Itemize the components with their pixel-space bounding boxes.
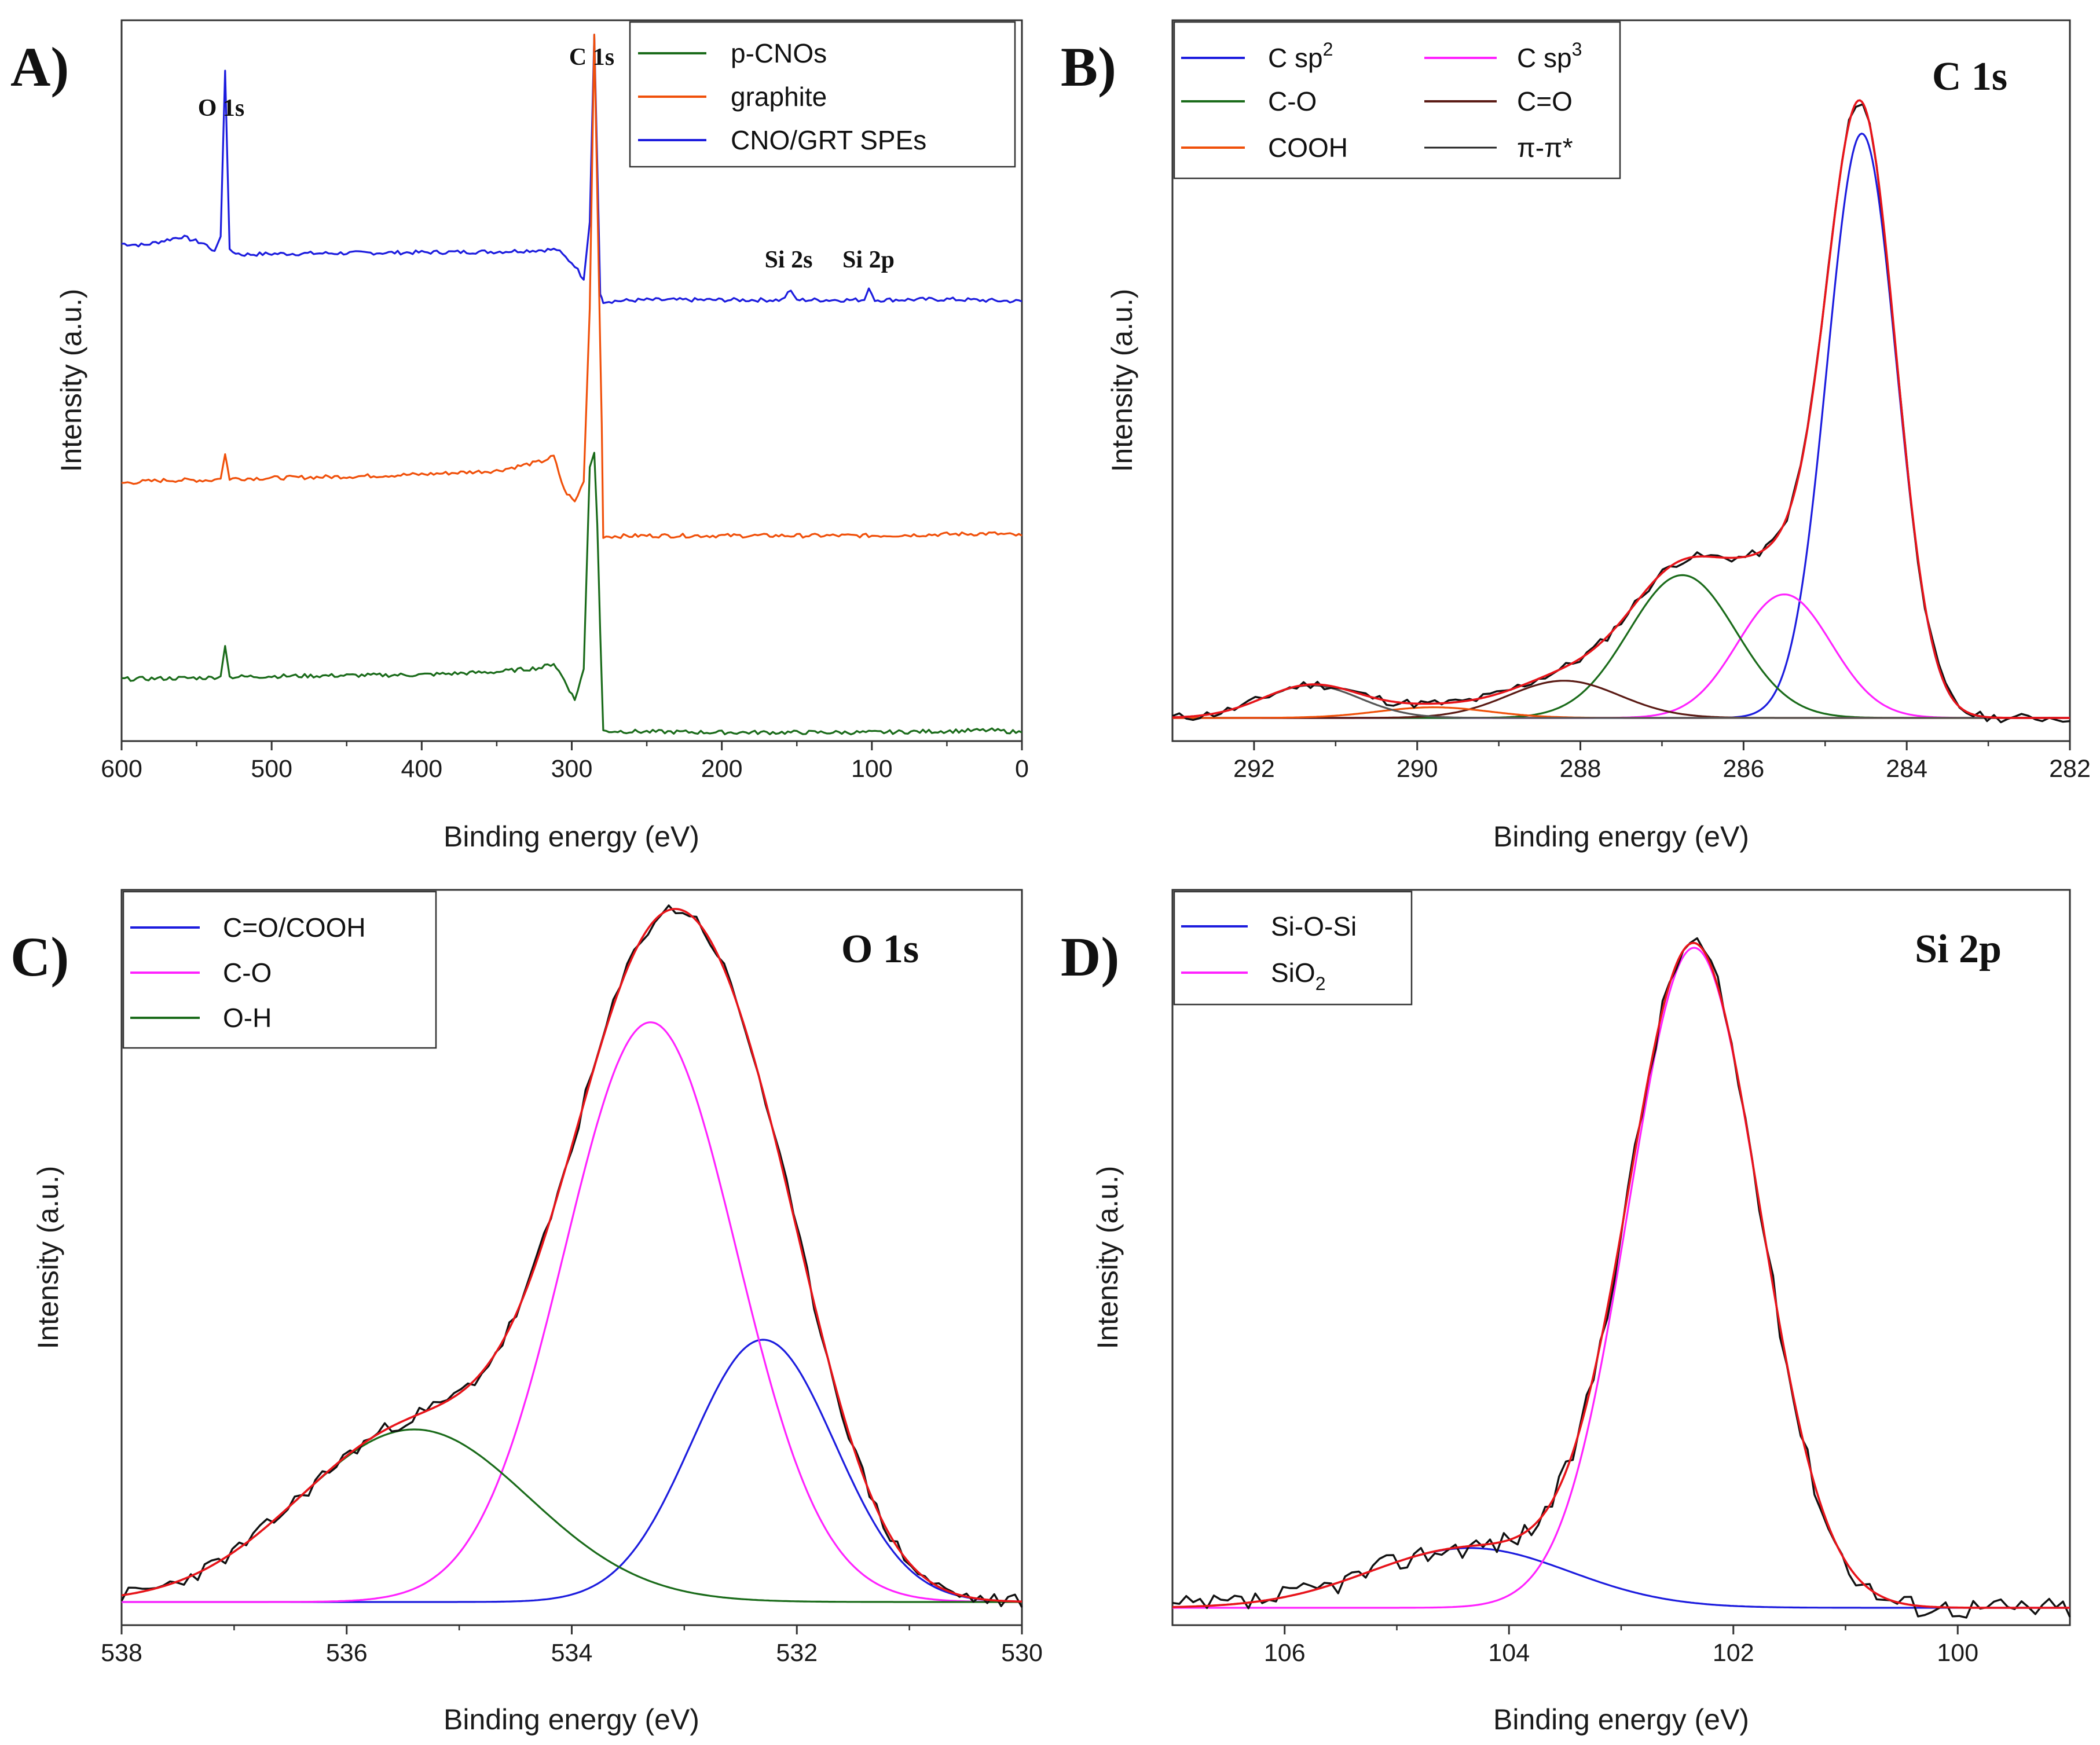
legend-label-cno-grt-spes: CNO/GRT SPEs (731, 125, 926, 155)
legend-c: C=O/COOH C-O O-H (122, 890, 437, 1049)
y-axis-label-d: Intensity (a.u.) (1091, 1166, 1124, 1350)
x-tick-label-a-6: 0 (1015, 755, 1029, 783)
component-si-o-si (1172, 1547, 2070, 1609)
series-group-a (121, 34, 1022, 735)
fit-envelope-b (1172, 99, 2070, 719)
x-tick-label-d-0: 106 (1264, 1639, 1306, 1667)
panel-label-b: B) (1061, 36, 1116, 98)
legend-label-si-o-si: Si-O-Si (1271, 911, 1357, 941)
x-tick-label-a-4: 200 (701, 755, 743, 783)
series-line-p-cnos (122, 452, 1022, 735)
legend-box-d (1173, 890, 1413, 1006)
x-axis-label-d: Binding energy (eV) (1493, 1703, 1749, 1736)
panel-a: A) 600 500 400 300 200 100 0 O 1s C 1s Si 2s S… (10, 19, 1029, 853)
legend-text-c-sp2: C sp (1268, 43, 1323, 73)
x-tick-label-b-2: 288 (1560, 755, 1601, 783)
component-c-o-cooh (122, 1339, 1022, 1603)
legend-label-sio2: SiO2 (1271, 958, 1325, 994)
x-axis-label-c: Binding energy (eV) (444, 1703, 699, 1736)
legend-label-c-eq-o: C=O (1517, 86, 1573, 116)
legend-box-a (629, 21, 1016, 168)
series-line-cno-grt-spes (121, 34, 1022, 305)
component-- (1172, 684, 2070, 719)
x-tick-label-c-0: 538 (101, 1639, 142, 1667)
panel-c: C) 538 536 534 532 530 O 1s C=O/COOH C-O O-H… (10, 889, 1043, 1736)
raw-data-line-d (1172, 937, 2071, 1619)
component-c-sp2 (1172, 132, 2070, 719)
legend-label-cooh: COOH (1268, 133, 1348, 163)
raw-data-line-b (1172, 103, 2070, 724)
x-axis-label-b: Binding energy (eV) (1493, 820, 1749, 853)
panel-heading-o1s: O 1s (841, 927, 919, 972)
legend-label-c-o-b: C-O (1268, 86, 1317, 116)
component-sio2 (1172, 947, 2070, 1609)
series-line-graphite (121, 34, 1022, 539)
x-tick-label-a-1: 500 (251, 755, 292, 783)
legend-label-pcnos: p-CNOs (731, 38, 827, 68)
legend-label-pi-pi: π-π* (1517, 133, 1573, 163)
x-tick-label-a-2: 400 (401, 755, 442, 783)
legend-label-c-eq-o-cooh: C=O/COOH (223, 912, 366, 943)
series-group-c (120, 904, 1023, 1608)
y-axis-label-b: Intensity (a.u.) (1106, 289, 1138, 472)
legend-label-c-o-c: C-O (223, 958, 272, 988)
legend-box-c (122, 890, 437, 1049)
panel-label-d: D) (1061, 926, 1119, 988)
panel-heading-c1s: C 1s (1932, 54, 2007, 99)
legend-label-c-sp2: C sp2 (1268, 39, 1333, 73)
panel-b: B) 292 290 288 286 284 282 C 1s C sp2 C-O COO… (1061, 19, 2091, 853)
legend-text-sio2: SiO (1271, 958, 1315, 988)
plot-frame-b (1171, 19, 2071, 742)
x-tick-label-c-1: 536 (326, 1639, 368, 1667)
legend-box-b (1173, 21, 1621, 179)
legend-b: C sp2 C-O COOH C sp3 C=O π-π* (1173, 21, 1621, 179)
x-ticks-c: 538 536 534 532 530 (101, 1625, 1043, 1667)
y-axis-label-c: Intensity (a.u.) (32, 1166, 64, 1350)
legend-label-o-h: O-H (223, 1003, 272, 1033)
series-group-d (1172, 937, 2071, 1619)
annotation-si2p: Si 2p (842, 247, 895, 273)
x-tick-label-c-3: 532 (776, 1639, 818, 1667)
panel-d: D) 106 104 102 100 Si 2p Si-O-Si SiO2 Bindi… (1061, 889, 2071, 1736)
annotation-si2s: Si 2s (765, 247, 813, 273)
x-tick-label-a-0: 600 (101, 755, 142, 783)
x-tick-label-c-4: 530 (1001, 1639, 1043, 1667)
y-axis-label-a: Intensity (a.u.) (55, 289, 87, 472)
x-tick-label-d-1: 104 (1488, 1639, 1530, 1667)
legend-d: Si-O-Si SiO2 (1173, 890, 1413, 1006)
legend-sup-c-sp3: 3 (1572, 39, 1582, 60)
annotation-o1s: O 1s (198, 95, 245, 122)
x-tick-label-b-0: 292 (1233, 755, 1275, 783)
x-ticks-b: 292 290 288 286 284 282 (1233, 741, 2091, 783)
legend-label-graphite: graphite (731, 82, 827, 112)
x-tick-label-c-2: 534 (551, 1639, 593, 1667)
x-tick-label-a-5: 100 (851, 755, 893, 783)
x-ticks-a: 600 500 400 300 200 100 0 (101, 741, 1029, 783)
x-tick-label-a-3: 300 (551, 755, 593, 783)
fit-envelope-d (1172, 941, 2070, 1609)
x-ticks-d: 106 104 102 100 (1264, 1625, 1978, 1667)
x-tick-label-d-2: 102 (1713, 1639, 1754, 1667)
legend-sub-sio2: 2 (1315, 973, 1326, 994)
legend-a: p-CNOs graphite CNO/GRT SPEs (629, 21, 1016, 168)
x-axis-label-a: Binding energy (eV) (444, 820, 699, 853)
legend-sup-c-sp2: 2 (1323, 39, 1333, 60)
panel-label-a: A) (10, 36, 69, 98)
x-tick-label-b-3: 286 (1722, 755, 1764, 783)
x-tick-label-d-3: 100 (1937, 1639, 1978, 1667)
legend-label-c-sp3: C sp3 (1517, 39, 1582, 73)
legend-text-c-sp3: C sp (1517, 43, 1572, 73)
x-tick-label-b-1: 290 (1397, 755, 1438, 783)
x-tick-label-b-4: 284 (1886, 755, 1927, 783)
panel-heading-si2p: Si 2p (1915, 927, 2002, 972)
component-o-h (121, 1428, 1022, 1603)
x-tick-label-b-5: 282 (2049, 755, 2091, 783)
component-c-o (122, 1021, 1022, 1603)
panel-label-c: C) (10, 926, 69, 988)
series-group-b (1172, 99, 2070, 724)
fit-envelope-c (121, 908, 1022, 1603)
annotation-c1s: C 1s (569, 44, 614, 71)
